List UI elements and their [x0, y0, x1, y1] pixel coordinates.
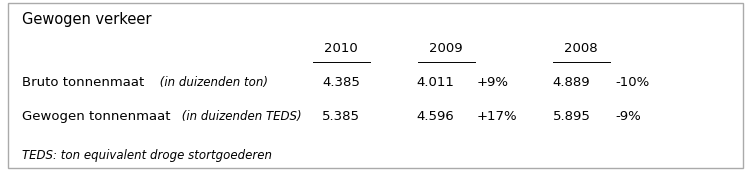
- Text: 2008: 2008: [565, 42, 598, 55]
- Text: TEDS: ton equivalent droge stortgoederen: TEDS: ton equivalent droge stortgoederen: [22, 149, 272, 162]
- Text: Gewogen tonnenmaat: Gewogen tonnenmaat: [22, 110, 171, 123]
- Text: Bruto tonnenmaat: Bruto tonnenmaat: [22, 76, 145, 89]
- Text: -9%: -9%: [615, 110, 640, 123]
- Text: 2010: 2010: [324, 42, 358, 55]
- Text: 4.385: 4.385: [322, 76, 360, 89]
- Text: 5.895: 5.895: [553, 110, 590, 123]
- Text: +9%: +9%: [476, 76, 508, 89]
- Text: (in duizenden ton): (in duizenden ton): [156, 76, 268, 89]
- Text: -10%: -10%: [615, 76, 650, 89]
- Text: 4.889: 4.889: [553, 76, 590, 89]
- Text: (in duizenden TEDS): (in duizenden TEDS): [178, 110, 302, 123]
- Text: 4.011: 4.011: [417, 76, 454, 89]
- FancyBboxPatch shape: [8, 3, 742, 168]
- Text: 4.596: 4.596: [417, 110, 454, 123]
- Text: 5.385: 5.385: [322, 110, 360, 123]
- Text: Gewogen verkeer: Gewogen verkeer: [22, 12, 152, 27]
- Text: 2009: 2009: [430, 42, 463, 55]
- Text: +17%: +17%: [476, 110, 517, 123]
